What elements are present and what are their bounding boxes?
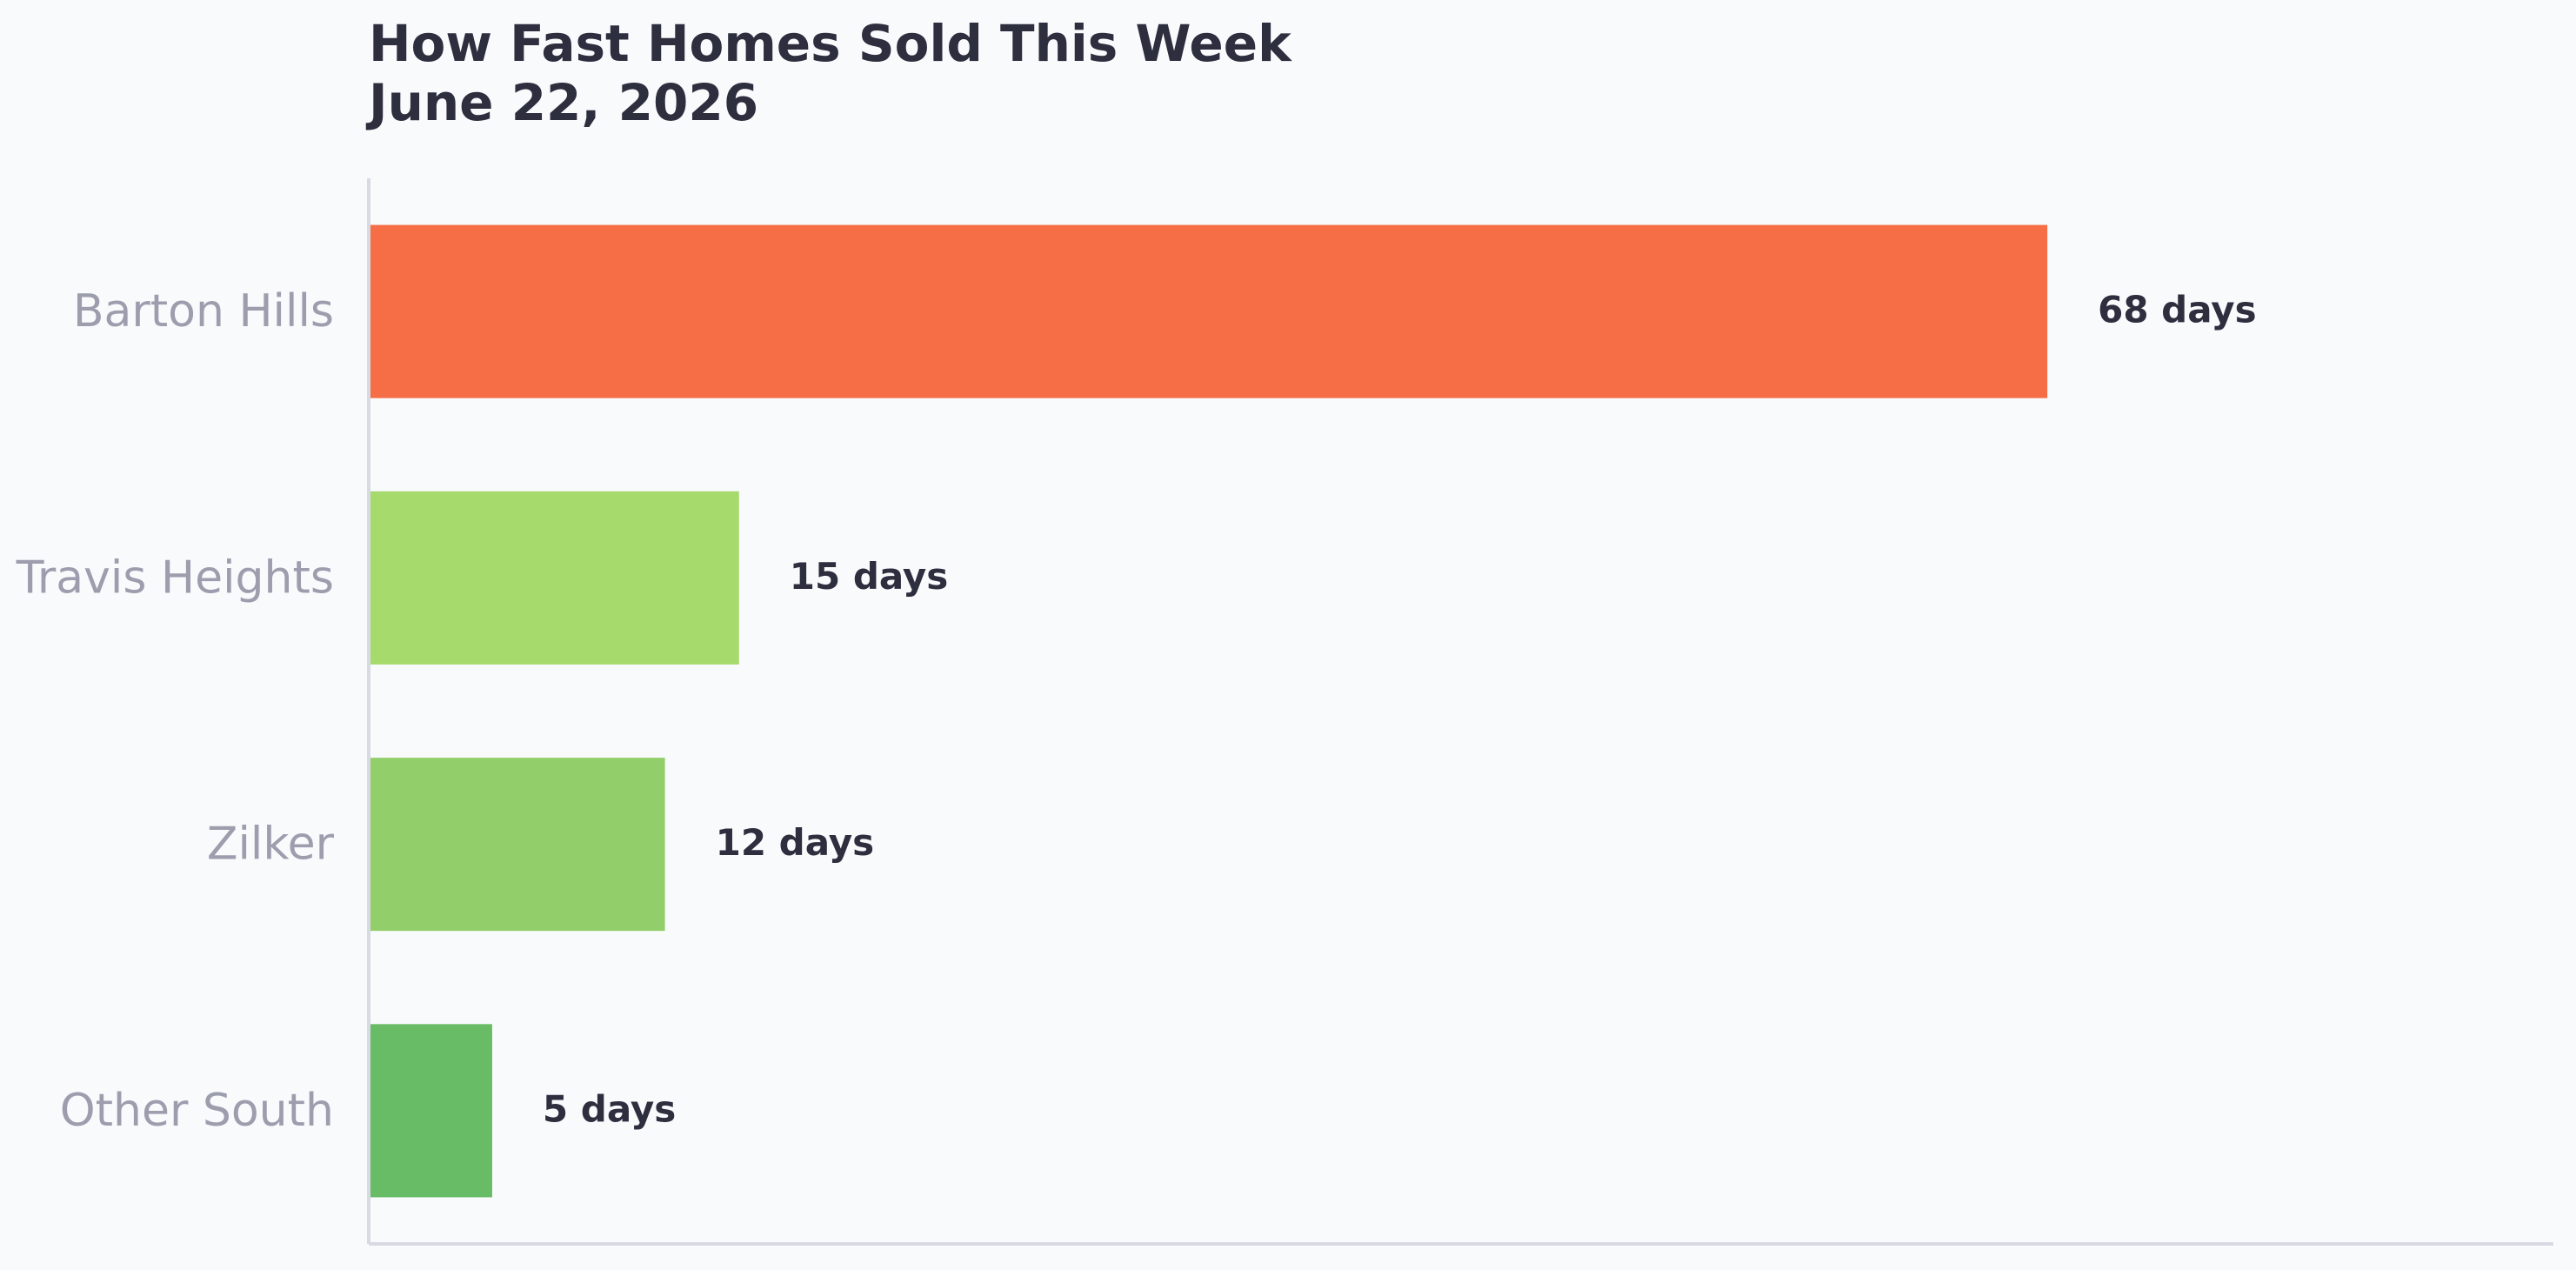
category-label: Other South	[60, 1085, 334, 1137]
category-label: Zilker	[207, 819, 335, 871]
value-labels: 68 days 15 days 12 days 5 days	[543, 289, 2257, 1131]
bars-group	[369, 224, 2048, 1198]
bar-other-south	[369, 1024, 492, 1198]
chart-title: How Fast Homes Sold This Week June 22, 2…	[369, 14, 1291, 132]
category-label: Travis Heights	[16, 551, 334, 604]
category-labels: Barton Hills Travis Heights Zilker Other So…	[16, 285, 335, 1137]
category-label: Barton Hills	[73, 285, 334, 338]
value-label: 5 days	[543, 1087, 676, 1130]
bar-zilker	[369, 758, 665, 932]
bar-travis-heights	[369, 491, 739, 665]
value-label: 68 days	[2098, 289, 2257, 331]
value-label: 15 days	[790, 555, 949, 598]
value-label: 12 days	[716, 821, 875, 864]
chart-title-line: How Fast Homes Sold This Week	[369, 14, 1291, 73]
bar-barton-hills	[369, 224, 2048, 398]
chart-subtitle: June 22, 2026	[369, 73, 759, 132]
